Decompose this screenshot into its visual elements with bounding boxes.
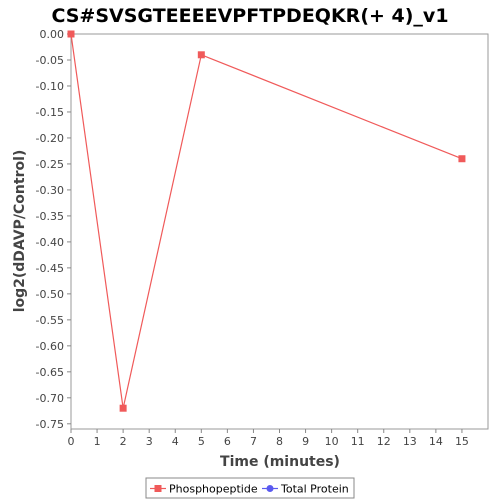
plot-area (70, 33, 489, 430)
y-tick-label: -0.55 (36, 314, 64, 327)
x-tick-label: 10 (325, 435, 339, 448)
chart-title: CS#SVSGTEEEEVPFTPDEQKR(+ 4)_v1 (51, 5, 448, 27)
legend-box (145, 477, 355, 499)
x-tick-label: 15 (455, 435, 469, 448)
y-tick-label: -0.10 (36, 80, 64, 93)
legend-square-marker-icon (154, 485, 162, 492)
legend-label: Phosphopeptide (169, 483, 258, 496)
data-point (458, 155, 466, 163)
y-tick-label: 0.00 (40, 28, 65, 41)
data-point (119, 404, 127, 412)
y-tick-label: -0.65 (36, 366, 64, 379)
y-tick-label: -0.50 (36, 288, 64, 301)
y-tick-label: -0.60 (36, 340, 64, 353)
x-tick-label: 11 (351, 435, 365, 448)
y-axis-label: log2(dDAVP/Control) (12, 150, 28, 313)
y-tick-label: -0.25 (36, 158, 64, 171)
legend: Phosphopeptide Total Protein (145, 477, 355, 499)
x-tick-label: 12 (377, 435, 391, 448)
x-tick-label: 3 (146, 435, 153, 448)
legend-label: Total Protein (280, 483, 349, 496)
y-tick-label: -0.20 (36, 132, 64, 145)
x-axis-label: Time (minutes) (220, 454, 340, 470)
x-tick-label: 8 (276, 435, 283, 448)
legend-circle-marker-icon (266, 485, 274, 492)
y-tick-label: -0.30 (36, 184, 64, 197)
x-tick-label: 14 (429, 435, 443, 448)
x-tick-label: 9 (302, 435, 309, 448)
y-tick-label: -0.15 (36, 106, 64, 119)
y-tick-label: -0.45 (36, 262, 64, 275)
x-tick-label: 4 (172, 435, 179, 448)
y-tick-label: -0.75 (36, 418, 64, 431)
x-tick-label: 2 (120, 435, 127, 448)
x-tick-label: 6 (224, 435, 231, 448)
y-axis: 0.00 -0.05 -0.10 -0.15 -0.20 -0.25 -0.30 -0.35 -… (36, 28, 71, 431)
y-tick-label: -0.70 (36, 392, 64, 405)
x-tick-label: 0 (68, 435, 75, 448)
legend-items: Phosphopeptide Total Protein (150, 483, 349, 496)
x-tick-label: 1 (94, 435, 101, 448)
x-tick-label: 7 (250, 435, 257, 448)
x-tick-label: 5 (198, 435, 205, 448)
y-tick-label: -0.05 (36, 54, 64, 67)
data-point (197, 51, 205, 59)
y-tick-label: -0.40 (36, 236, 64, 249)
series-line-phosphopeptide (70, 33, 463, 409)
series-layer (67, 30, 466, 412)
y-tick-label: -0.35 (36, 210, 64, 223)
x-tick-label: 13 (403, 435, 417, 448)
data-point (67, 30, 75, 38)
x-axis: 0 1 2 3 4 5 6 7 8 9 10 11 12 13 14 15 (68, 429, 469, 448)
